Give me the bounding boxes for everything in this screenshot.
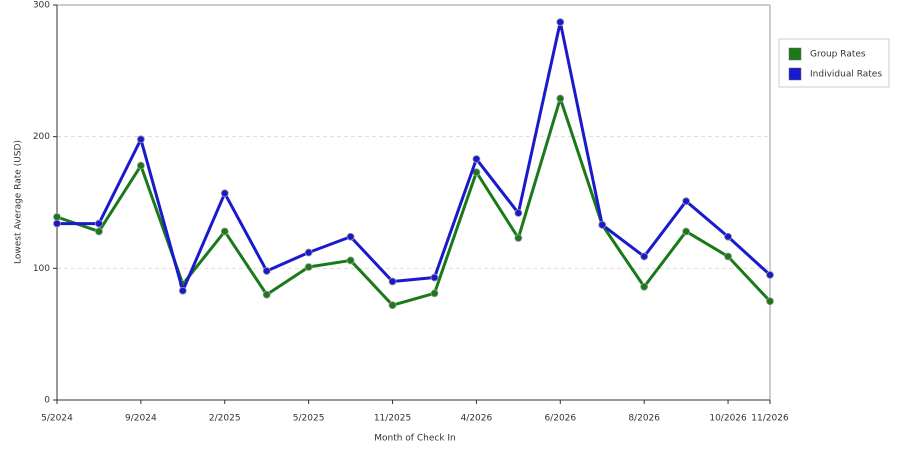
y-axis-label: Lowest Average Rate (USD) [14,140,24,264]
y-tick-label: 0 [44,396,50,406]
point [388,277,397,286]
series-line [57,20,772,293]
point [262,290,271,299]
x-tick-label: 5/2025 [293,414,325,424]
point [53,219,61,228]
point [556,18,565,27]
point [682,227,691,236]
point [220,189,229,198]
point [388,301,397,310]
point [724,232,732,241]
point [262,267,271,275]
x-tick-label: 2/2025 [209,414,241,424]
point [514,209,523,217]
point [304,263,313,271]
point [430,289,439,298]
y-tick-label: 300 [33,1,50,11]
legend-swatch [788,67,802,81]
point [136,161,145,170]
point [95,219,103,228]
point [346,256,355,265]
point [430,273,439,282]
x-tick-label: 5/2024 [41,414,73,424]
point [640,282,649,291]
legend-swatch [788,47,802,61]
y-tick-label: 100 [33,264,50,274]
point [346,232,355,241]
point [304,248,313,257]
point [640,252,649,261]
x-axis-label: Month of Check In [374,434,456,444]
point [724,252,732,261]
point [178,286,187,295]
point [472,155,481,163]
x-tick-label: 11/2025 [374,414,411,424]
x-tick-label: 9/2024 [125,414,157,424]
point [766,271,774,279]
legend-box [778,38,890,88]
point [514,234,523,242]
y-tick-label: 200 [33,132,50,142]
x-tick-label: 10/2026 [709,414,747,424]
x-tick-label: 4/2026 [461,414,493,424]
x-tick-label: 6/2026 [544,414,576,424]
point [95,227,103,236]
point [556,94,565,103]
point [53,213,61,221]
point [220,227,229,236]
point [598,220,607,229]
point [766,297,774,306]
x-tick-label: 8/2026 [628,414,660,424]
point [136,135,145,144]
legend-label: Group Rates [810,50,866,60]
legend-label: Individual Rates [810,70,882,80]
point [682,197,691,206]
x-tick-label: 11/2026 [751,414,789,424]
series-line [56,96,772,307]
